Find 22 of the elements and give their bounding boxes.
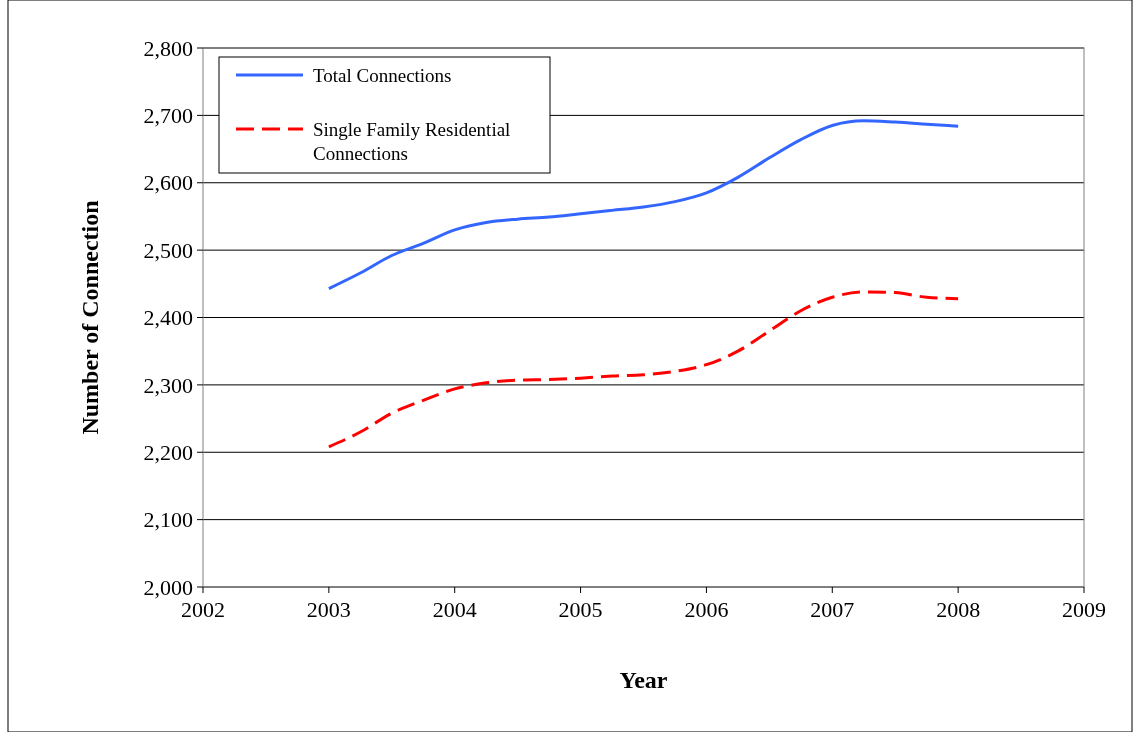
y-axis-title: Number of Connection — [77, 200, 103, 435]
x-tick-label: 2004 — [432, 597, 477, 622]
legend-label: Single Family Residential Connections — [313, 118, 511, 165]
x-tick-label: 2003 — [306, 597, 351, 622]
y-tick-label: 2,300 — [143, 372, 193, 398]
y-tick-label: 2,800 — [143, 35, 193, 61]
x-tick-label: 2006 — [684, 597, 729, 622]
y-tick-label: 2,700 — [143, 103, 193, 129]
x-axis-title: Year — [619, 667, 668, 693]
line-series — [327, 290, 960, 449]
y-tick-label: 2,200 — [143, 439, 193, 465]
y-tick-label: 2,600 — [143, 170, 193, 196]
x-tick-label: 2007 — [810, 597, 855, 622]
x-tick-label: 2008 — [936, 597, 981, 622]
y-tick-label: 2,500 — [143, 237, 193, 263]
legend-label: Total Connections — [313, 64, 452, 86]
x-tick-label: 2005 — [558, 597, 603, 622]
x-tick-label: 2009 — [1062, 597, 1106, 622]
x-tick-label: 2002 — [181, 597, 225, 622]
y-tick-label: 2,400 — [143, 305, 193, 331]
y-tick-label: 2,100 — [143, 507, 193, 533]
y-tick-label: 2,000 — [143, 574, 193, 600]
